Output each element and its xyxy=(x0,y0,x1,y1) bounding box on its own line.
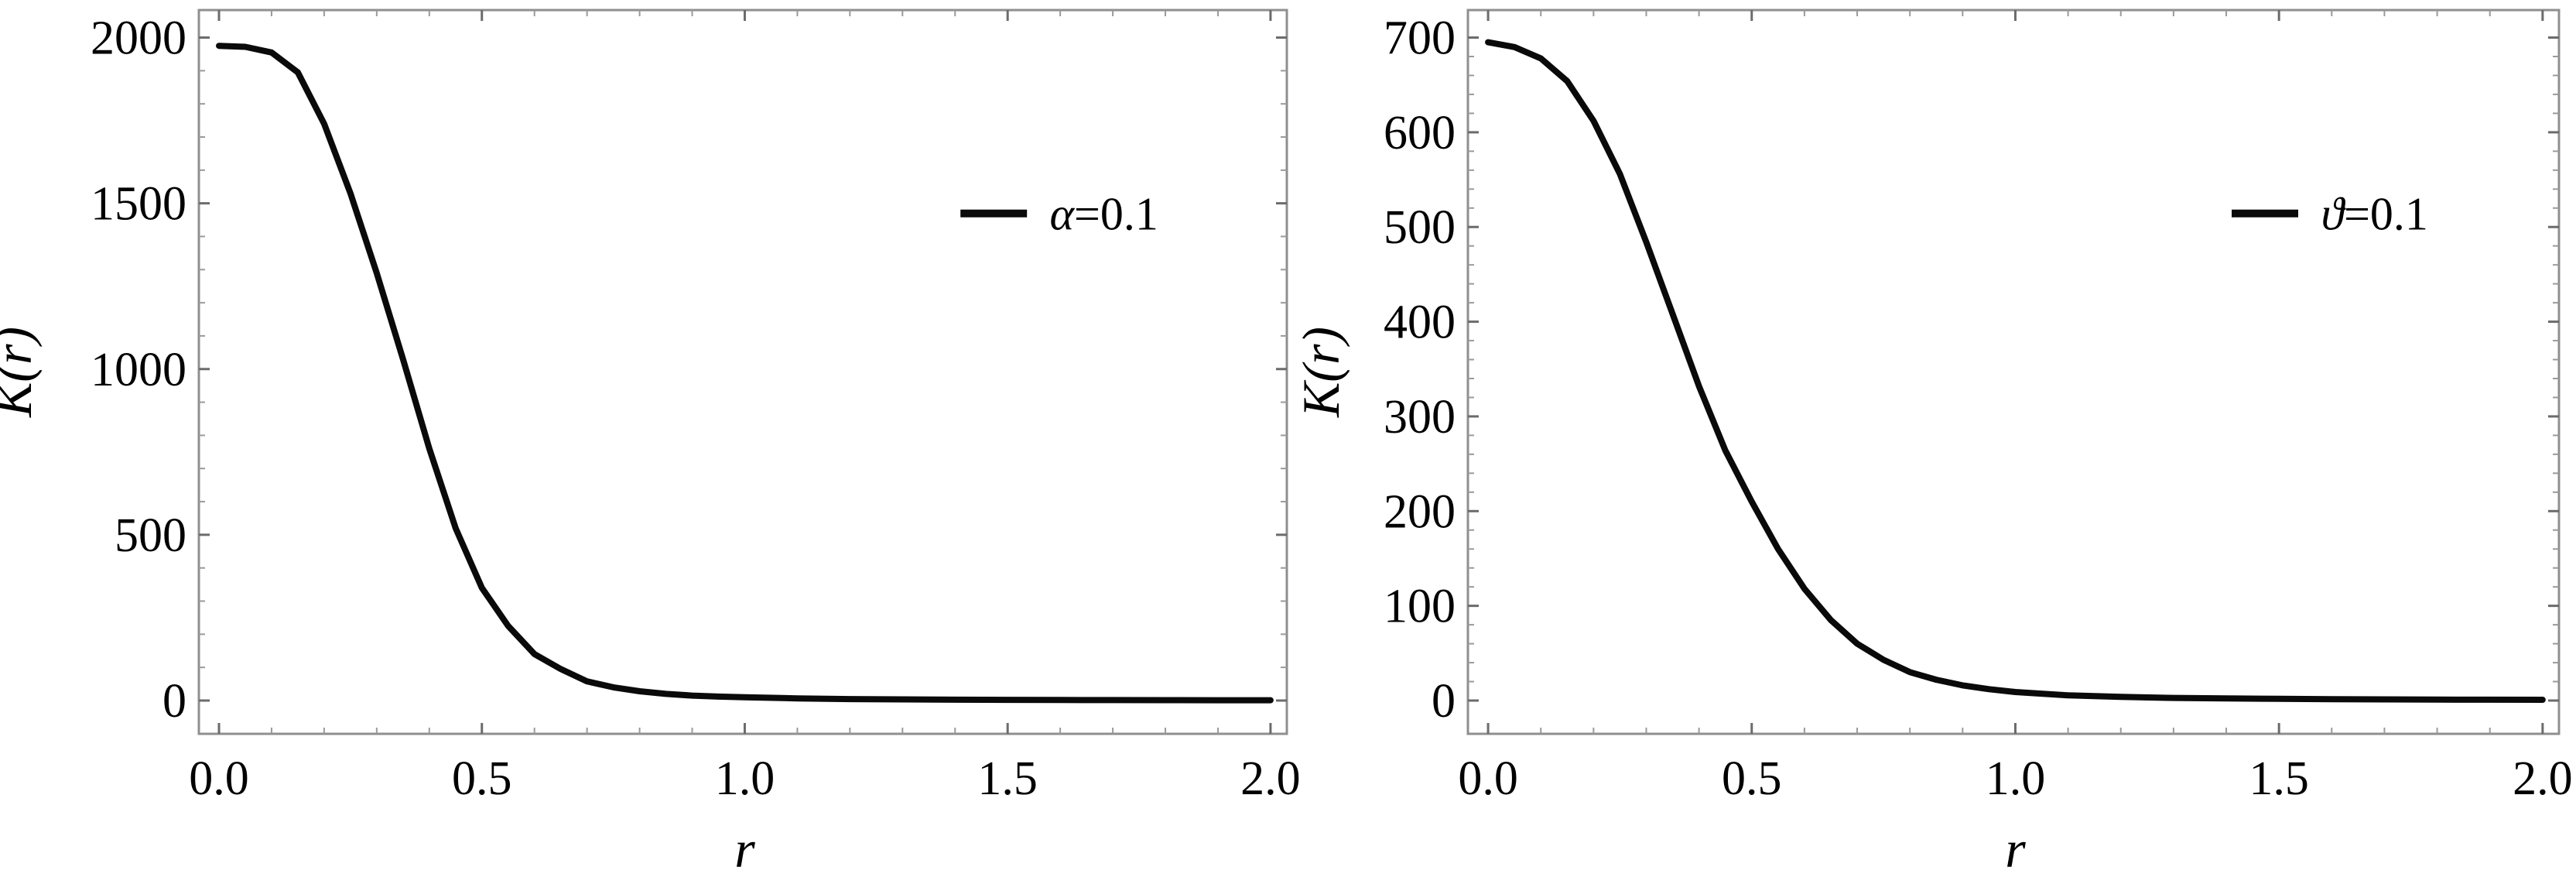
x-axis-tick-label: 2.0 xyxy=(1240,752,1301,805)
y-axis-tick-label: 200 xyxy=(1384,485,1456,538)
y-axis-label: K(r) xyxy=(1291,327,1350,418)
y-axis-tick-label: 500 xyxy=(115,509,186,562)
x-axis-label: r xyxy=(2005,820,2026,879)
x-axis-tick-label: 2.0 xyxy=(2513,752,2573,805)
y-axis-tick-label: 0 xyxy=(162,675,186,728)
x-axis-label: r xyxy=(734,820,755,879)
x-axis-tick-label: 0.5 xyxy=(452,752,512,805)
x-axis-tick-label: 1.5 xyxy=(977,752,1038,805)
x-axis-tick-label: 1.0 xyxy=(1986,752,2046,805)
y-axis-tick-label: 1000 xyxy=(91,344,186,396)
y-axis-tick-label: 0 xyxy=(1432,675,1456,728)
y-axis-tick-label: 500 xyxy=(1384,201,1456,254)
legend-symbol: α xyxy=(1049,189,1075,240)
data-curve xyxy=(216,43,1274,704)
x-axis-tick-label: 0.5 xyxy=(1722,752,1782,805)
right-plot: 0.0 0.5 1.0 1.5 2.0 0 100 200 300 400 500 600 700 ϑ=0… xyxy=(1291,9,2573,879)
x-axis-tick-label: 1.5 xyxy=(2249,752,2309,805)
y-axis-tick-label: 600 xyxy=(1384,107,1456,159)
x-axis-tick-label: 0.0 xyxy=(1458,752,1518,805)
y-axis-label: K(r) xyxy=(0,327,43,418)
legend-label: α=0.1 xyxy=(1049,189,1158,240)
legend-label: ϑ=0.1 xyxy=(2321,189,2428,240)
data-curve xyxy=(1485,39,2546,703)
plot-frame xyxy=(197,9,1288,735)
y-axis-tick-label: 400 xyxy=(1384,296,1456,349)
y-axis-tick-label: 100 xyxy=(1384,581,1456,633)
x-axis-tick-label: 1.0 xyxy=(715,752,775,805)
legend-value: =0.1 xyxy=(1074,189,1158,240)
x-axis-tick-label: 0.0 xyxy=(189,752,249,805)
legend-value: =0.1 xyxy=(2344,189,2428,240)
left-plot: 0.0 0.5 1.0 1.5 2.0 0 500 1000 1500 2000 α=0.1 r K(r… xyxy=(0,9,1301,879)
y-axis-tick-label: 300 xyxy=(1384,391,1456,444)
y-axis-tick-label: 1500 xyxy=(91,178,186,231)
y-axis-tick-label: 700 xyxy=(1384,12,1456,65)
y-axis-tick-label: 2000 xyxy=(91,12,186,65)
plot-frame xyxy=(1466,9,2561,735)
legend-symbol: ϑ xyxy=(2321,189,2347,240)
